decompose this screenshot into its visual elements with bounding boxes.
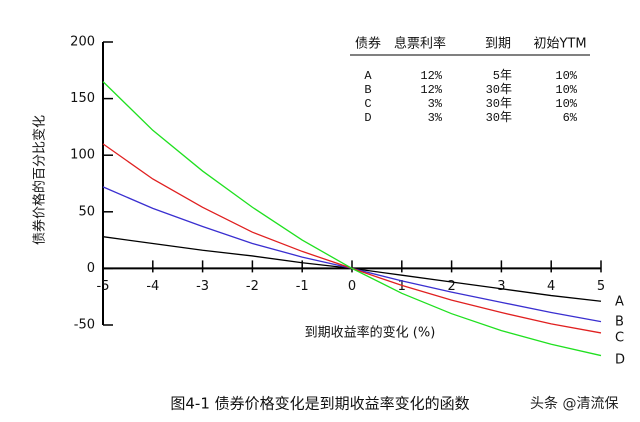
x-tick-label: -4 — [146, 279, 159, 294]
y-axis-label: 债券价格的百分比变化 — [32, 115, 48, 245]
series-label: D — [615, 353, 625, 368]
table-cell: A — [364, 69, 372, 83]
table-header: 息票利率 — [394, 36, 446, 52]
table-cell: 10% — [555, 97, 577, 111]
table-cell: 10% — [555, 83, 577, 97]
x-tick-label: 5 — [597, 279, 605, 294]
table-cell: 6% — [563, 111, 578, 125]
x-tick-label: -5 — [97, 279, 110, 294]
table-cell: 3% — [428, 97, 443, 111]
table-cell: 30年 — [486, 110, 512, 125]
y-tick-label: 200 — [70, 35, 95, 50]
x-tick-label: -2 — [246, 279, 259, 294]
table-header: 初始YTM — [533, 37, 586, 52]
x-tick-label: 4 — [547, 279, 555, 294]
table-cell: B — [364, 83, 371, 97]
table-cell: 12% — [420, 83, 442, 97]
watermark: 头条 @清流保 — [530, 395, 618, 412]
caption: 图4-1 债券价格变化是到期收益率变化的函数 — [170, 395, 469, 413]
x-tick-label: 0 — [348, 279, 356, 294]
table-cell: 30年 — [486, 96, 512, 111]
table-header: 债券 — [355, 36, 381, 52]
y-tick-label: 0 — [87, 261, 95, 276]
series-label: B — [615, 315, 624, 330]
y-tick-label: -50 — [74, 318, 95, 333]
table-cell: 12% — [420, 69, 442, 83]
table-header: 到期 — [485, 37, 511, 52]
x-tick-label: 2 — [447, 279, 455, 294]
table-cell: 5年 — [493, 68, 512, 83]
line-series — [102, 143, 602, 334]
table-cell: 10% — [555, 69, 577, 83]
y-tick-label: 100 — [70, 148, 95, 163]
x-tick-label: 1 — [398, 279, 406, 294]
table-cell: 3% — [428, 111, 443, 125]
table-cell: D — [364, 111, 371, 125]
x-tick-label: -1 — [296, 279, 309, 294]
x-tick-label: 3 — [497, 279, 505, 294]
series-label: C — [615, 331, 624, 346]
series-label: A — [615, 295, 624, 310]
table-cell: C — [364, 97, 371, 111]
y-tick-label: 150 — [70, 91, 95, 106]
line-series — [102, 81, 602, 357]
x-axis-label: 到期收益率的变化 (%) — [305, 325, 436, 341]
y-tick-label: 50 — [78, 204, 95, 219]
table-cell: 30年 — [486, 82, 512, 97]
x-tick-label: -3 — [196, 279, 209, 294]
line-series — [102, 186, 602, 323]
